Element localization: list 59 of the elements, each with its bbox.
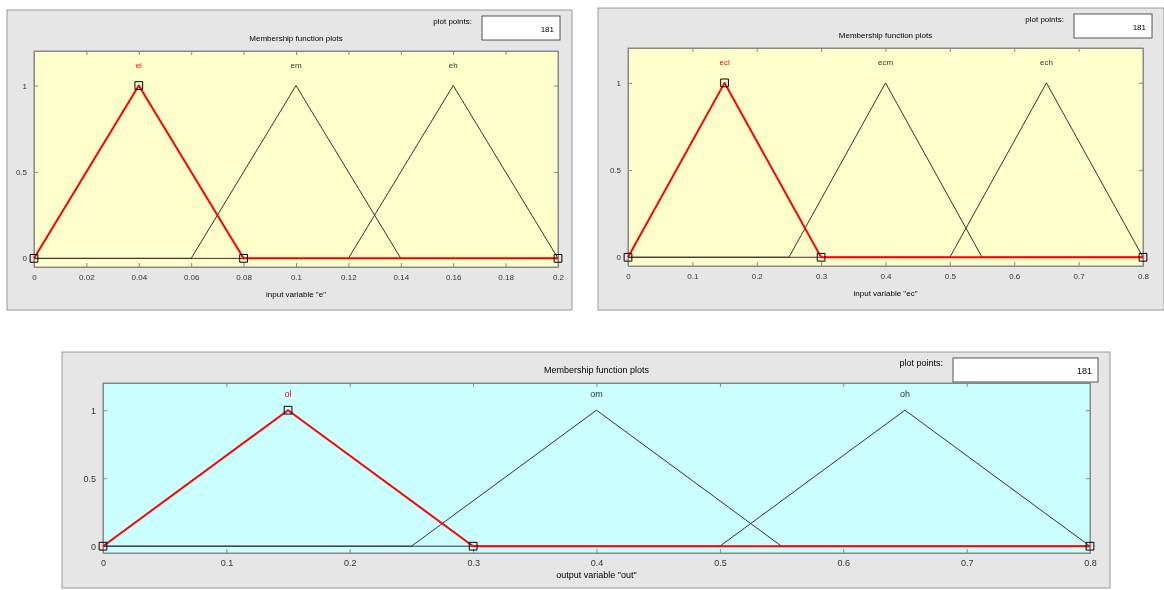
series-label: oh <box>899 388 910 399</box>
x-tick-label: 0.02 <box>79 272 96 282</box>
y-tick-label: 0.5 <box>15 168 28 178</box>
x-axis-title: input variable "e" <box>266 290 327 299</box>
y-tick-label: 0.5 <box>609 166 622 176</box>
text: ech <box>1039 58 1053 68</box>
x-tick-label: 0.12 <box>341 272 358 282</box>
x-tick-label: 0.18 <box>498 272 515 282</box>
y-tick-label: 0 <box>616 253 622 263</box>
x-tick-label: 0.6 <box>1009 271 1021 281</box>
x-tick-label: 0.4 <box>590 558 604 569</box>
text: plot points: <box>899 358 943 368</box>
x-tick-label: 0.1 <box>687 271 699 281</box>
x-tick-label: 0 <box>626 271 632 281</box>
x-tick-label: 0.14 <box>393 272 410 282</box>
x-tick-label: 0.2 <box>343 558 357 569</box>
x-tick-label: 0.2 <box>751 271 764 281</box>
x-tick-label: 0.1 <box>290 272 303 282</box>
x-tick-label: 0.4 <box>880 271 893 281</box>
series-label: om <box>590 388 603 399</box>
text: ecm <box>877 58 894 68</box>
x-axis-title: output variable "out" <box>556 570 637 580</box>
text: 181 <box>1132 23 1147 32</box>
y-tick-label: 0 <box>22 254 28 264</box>
text: 181 <box>1076 366 1092 376</box>
text: em <box>290 61 302 71</box>
x-tick-label: 0.1 <box>220 558 234 569</box>
x-tick-label: 0.04 <box>131 272 148 282</box>
x-axis-title: input variable "ec" <box>853 289 918 298</box>
chart-title: Membership function plots <box>543 365 650 375</box>
y-tick-label: 1 <box>22 81 28 91</box>
series-label: el <box>135 61 143 71</box>
x-tick-label: 0.6 <box>837 558 851 569</box>
y-tick-label: 1 <box>90 405 96 416</box>
series-label: ecl <box>719 58 730 68</box>
chart-title: Membership function plots <box>838 31 933 40</box>
x-tick-label: 0.5 <box>944 271 957 281</box>
x-tick-label: 0.8 <box>1137 271 1150 281</box>
x-tick-label: 0.3 <box>467 558 480 569</box>
x-tick-label: 0.7 <box>960 558 974 569</box>
text: plot points: <box>1025 15 1064 24</box>
x-tick-label: 0 <box>32 272 38 282</box>
x-tick-label: 0.5 <box>714 558 727 569</box>
x-tick-label: 0.08 <box>236 272 253 282</box>
chart-title: Membership function plots <box>249 34 343 43</box>
series-label: eh <box>448 61 458 71</box>
x-tick-label: 0.7 <box>1073 271 1086 281</box>
y-tick-label: 0 <box>90 541 96 552</box>
x-tick-label: 0.2 <box>552 272 565 282</box>
x-tick-label: 0.06 <box>183 272 201 282</box>
x-tick-label: 0.3 <box>816 271 828 281</box>
x-tick-label: 0.8 <box>1084 558 1097 569</box>
series-label: ol <box>284 388 292 399</box>
text: plot points: <box>433 17 472 26</box>
x-tick-label: 0 <box>100 558 107 569</box>
y-tick-label: 0.5 <box>83 473 96 484</box>
text: 181 <box>540 25 555 34</box>
y-tick-label: 1 <box>616 78 622 88</box>
x-tick-label: 0.16 <box>445 272 463 282</box>
